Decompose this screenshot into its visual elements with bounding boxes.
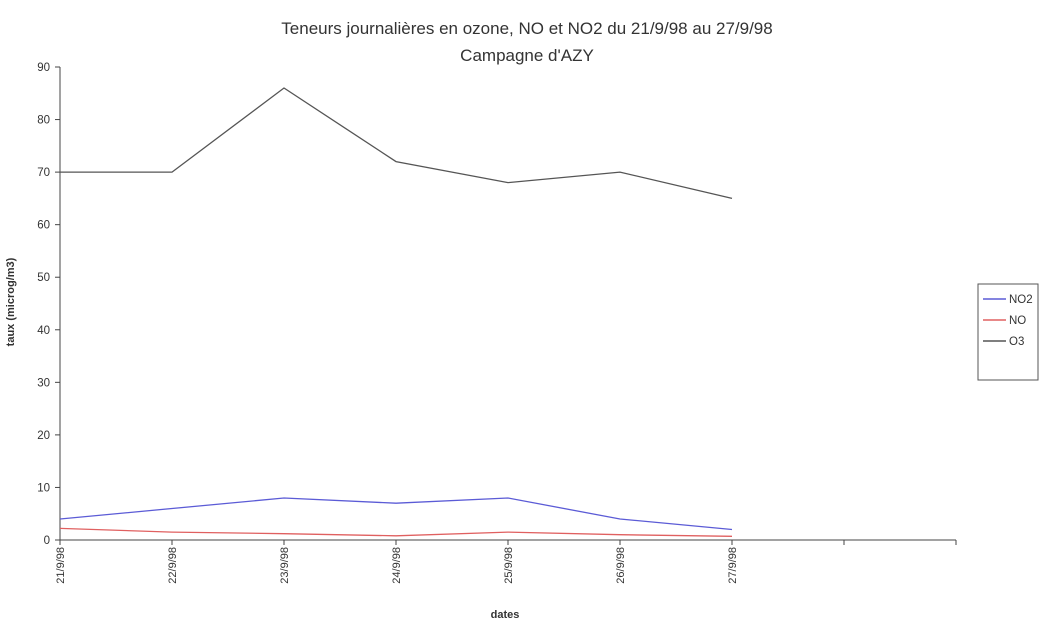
legend: NO2 NO O3 bbox=[977, 283, 1039, 381]
y-tick-label: 30 bbox=[37, 377, 50, 389]
x-tick-label: 24/9/98 bbox=[391, 547, 403, 584]
x-tick-label: 22/9/98 bbox=[167, 547, 179, 584]
y-tick-label: 70 bbox=[37, 167, 50, 179]
x-tick-label: 23/9/98 bbox=[279, 547, 291, 584]
y-tick-label: 90 bbox=[37, 62, 50, 74]
legend-items: NO2 NO O3 bbox=[983, 294, 1033, 348]
x-tick-label: 21/9/98 bbox=[55, 547, 67, 584]
x-tick-label: 27/9/98 bbox=[727, 547, 739, 584]
legend-label-no2: NO2 bbox=[1009, 294, 1033, 306]
y-ticks: 0 10 20 30 40 50 60 70 80 90 bbox=[37, 62, 60, 547]
x-axis-title: dates bbox=[491, 609, 520, 621]
series-line-no2 bbox=[59, 497, 733, 531]
x-tick-label: 25/9/98 bbox=[503, 547, 515, 584]
series-line-o3 bbox=[60, 87, 733, 200]
y-tick-label: 60 bbox=[37, 220, 50, 232]
chart-title: Teneurs journalières en ozone, NO et NO2… bbox=[281, 19, 772, 38]
y-tick-label: 40 bbox=[37, 325, 50, 337]
legend-label-no: NO bbox=[1009, 315, 1026, 327]
y-tick-label: 0 bbox=[44, 535, 50, 547]
plot-area: 0 10 20 30 40 50 60 70 80 90 21/9/98 22/9/98 23/9/9… bbox=[37, 62, 957, 584]
x-tick-label: 26/9/98 bbox=[615, 547, 627, 584]
legend-label-o3: O3 bbox=[1009, 336, 1024, 348]
series-line-no bbox=[59, 527, 733, 537]
y-tick-label: 80 bbox=[37, 115, 50, 127]
y-axis-title: taux (microg/m3) bbox=[5, 257, 17, 346]
y-tick-label: 20 bbox=[37, 430, 50, 442]
chart-subtitle: Campagne d'AZY bbox=[460, 46, 594, 65]
legend-box bbox=[977, 283, 1039, 381]
series-lines bbox=[59, 87, 733, 537]
y-tick-label: 50 bbox=[37, 272, 50, 284]
x-ticks: 21/9/98 22/9/98 23/9/98 24/9/98 25/9/98 26/9/… bbox=[55, 540, 957, 584]
y-tick-label: 10 bbox=[37, 482, 50, 494]
